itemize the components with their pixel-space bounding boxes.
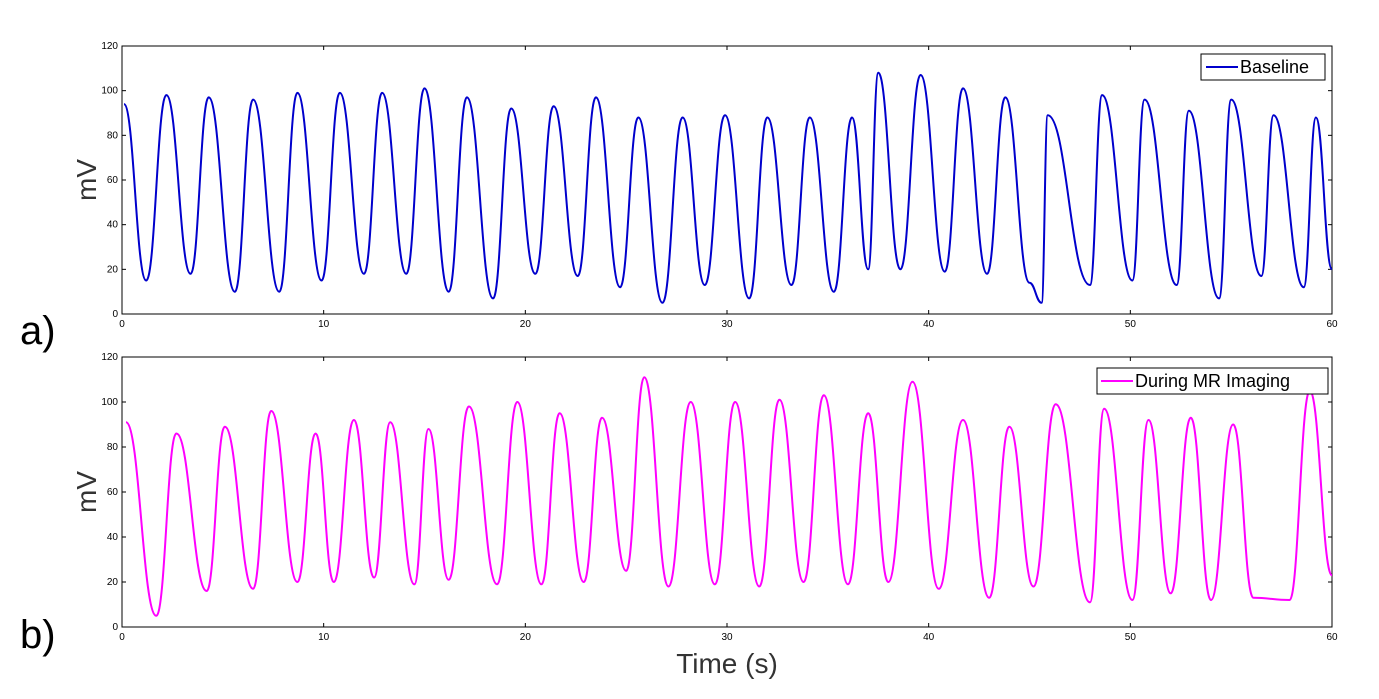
panel-a-label: a) <box>20 309 56 353</box>
panel-a-xtick-label: 10 <box>318 319 330 330</box>
panel-b-legend-box <box>1096 367 1329 395</box>
panel-b-series-line <box>125 376 1333 617</box>
panel-b-ytick-label: 0 <box>112 622 118 633</box>
panel-a-legend-label: Baseline <box>1240 57 1309 77</box>
panel-b-ytick-label: 40 <box>107 532 119 543</box>
panel-b-ylabel: mV <box>71 471 102 513</box>
panel-a-ylabel: mV <box>71 159 102 201</box>
panel-b-line-layer <box>125 376 1333 617</box>
panel-a-xtick-label: 40 <box>923 319 935 330</box>
panel-a-xtick-label: 20 <box>520 319 532 330</box>
panel-a-ytick-label: 20 <box>107 264 119 275</box>
panel-a-xtick-label: 0 <box>119 319 125 330</box>
panel-a-xtick-label: 50 <box>1125 319 1137 330</box>
panel-a-axis-ticks: 0 10 20 30 40 50 60 0 20 40 60 80 100 120 <box>101 41 1338 330</box>
panel-a-chart: 0 10 20 30 40 50 60 0 20 40 60 80 100 120 Baseline mV… <box>20 41 1338 353</box>
panel-b-xtick-label: 60 <box>1326 632 1338 643</box>
panel-b-ytick-label: 20 <box>107 577 119 588</box>
panel-a-series-line <box>123 71 1333 304</box>
panel-b-xlabel: Time (s) <box>676 648 778 679</box>
panel-b-legend: During MR Imaging <box>1096 367 1329 395</box>
panel-a-legend: Baseline <box>1200 53 1326 81</box>
panel-b-ytick-label: 60 <box>107 487 119 498</box>
panel-b-legend-label: During MR Imaging <box>1135 371 1290 391</box>
panel-a-ytick-label: 40 <box>107 220 119 231</box>
panel-b-label: b) <box>20 613 56 657</box>
panel-b-xtick-label: 20 <box>520 632 532 643</box>
panel-b-ytick-label: 80 <box>107 442 119 453</box>
panel-a-xtick-label: 60 <box>1326 319 1338 330</box>
panel-b-xtick-label: 30 <box>721 632 733 643</box>
panel-b-plot-area <box>121 356 1333 628</box>
panel-b-xtick-label: 0 <box>119 632 125 643</box>
panel-b-ytick-label: 100 <box>101 397 118 408</box>
panel-a-line-layer <box>123 71 1333 304</box>
panel-a-xtick-label: 30 <box>721 319 733 330</box>
panel-b-xtick-label: 10 <box>318 632 330 643</box>
panel-a-ytick-label: 120 <box>101 41 118 52</box>
panel-b-chart: 0 10 20 30 40 50 60 0 20 40 60 80 100 120 During MR I… <box>20 352 1338 679</box>
panel-b-ytick-label: 120 <box>101 352 118 363</box>
panel-a-ytick-label: 60 <box>107 175 119 186</box>
panel-b-xtick-label: 50 <box>1125 632 1137 643</box>
panel-a-legend-box <box>1200 53 1326 81</box>
panel-a-ytick-label: 100 <box>101 86 118 97</box>
panel-b-axis-ticks: 0 10 20 30 40 50 60 0 20 40 60 80 100 120 <box>101 352 1338 643</box>
panel-b-xtick-label: 40 <box>923 632 935 643</box>
panel-a-plot-area <box>121 45 1333 315</box>
panel-a-ytick-label: 80 <box>107 130 119 141</box>
panel-a-ytick-label: 0 <box>112 309 118 320</box>
